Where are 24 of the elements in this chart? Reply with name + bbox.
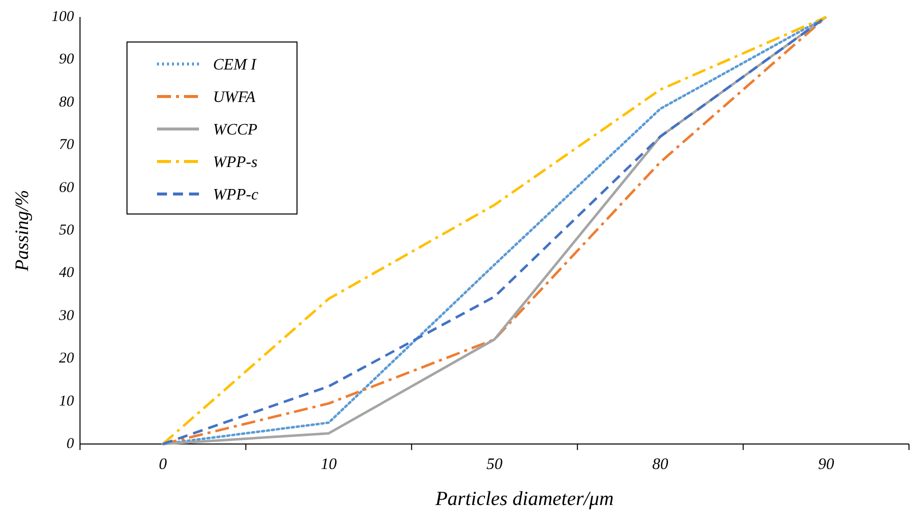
y-tick-label: 60 — [59, 180, 74, 196]
x-tick-label: 10 — [320, 456, 337, 473]
y-tick-label: 0 — [66, 436, 74, 452]
y-tick-label: 20 — [59, 350, 74, 367]
y-tick-label: 10 — [59, 393, 74, 410]
x-tick-label: 50 — [486, 456, 502, 473]
legend-label: WPP-c — [213, 186, 258, 204]
legend-label: CEM I — [213, 56, 257, 74]
x-tick-label: 80 — [652, 456, 668, 473]
legend-label: UWFA — [213, 89, 256, 106]
y-axis-title: Passing/% — [12, 190, 33, 272]
y-tick-label: 40 — [59, 265, 74, 282]
x-tick-label: 0 — [158, 456, 167, 473]
x-tick-label: 90 — [818, 456, 834, 473]
y-tick-label: 50 — [59, 222, 74, 238]
x-axis-title: Particles diameter/μm — [434, 488, 614, 510]
y-tick-label: 90 — [59, 52, 74, 68]
y-tick-label: 70 — [59, 137, 74, 154]
line-series — [162, 16, 828, 446]
y-tick-label: 30 — [58, 308, 74, 324]
legend-label: WCCP — [213, 122, 258, 139]
legend-label: WPP-s — [213, 154, 258, 172]
y-tick-label: 100 — [52, 9, 74, 25]
y-tick-label: 80 — [59, 94, 74, 110]
